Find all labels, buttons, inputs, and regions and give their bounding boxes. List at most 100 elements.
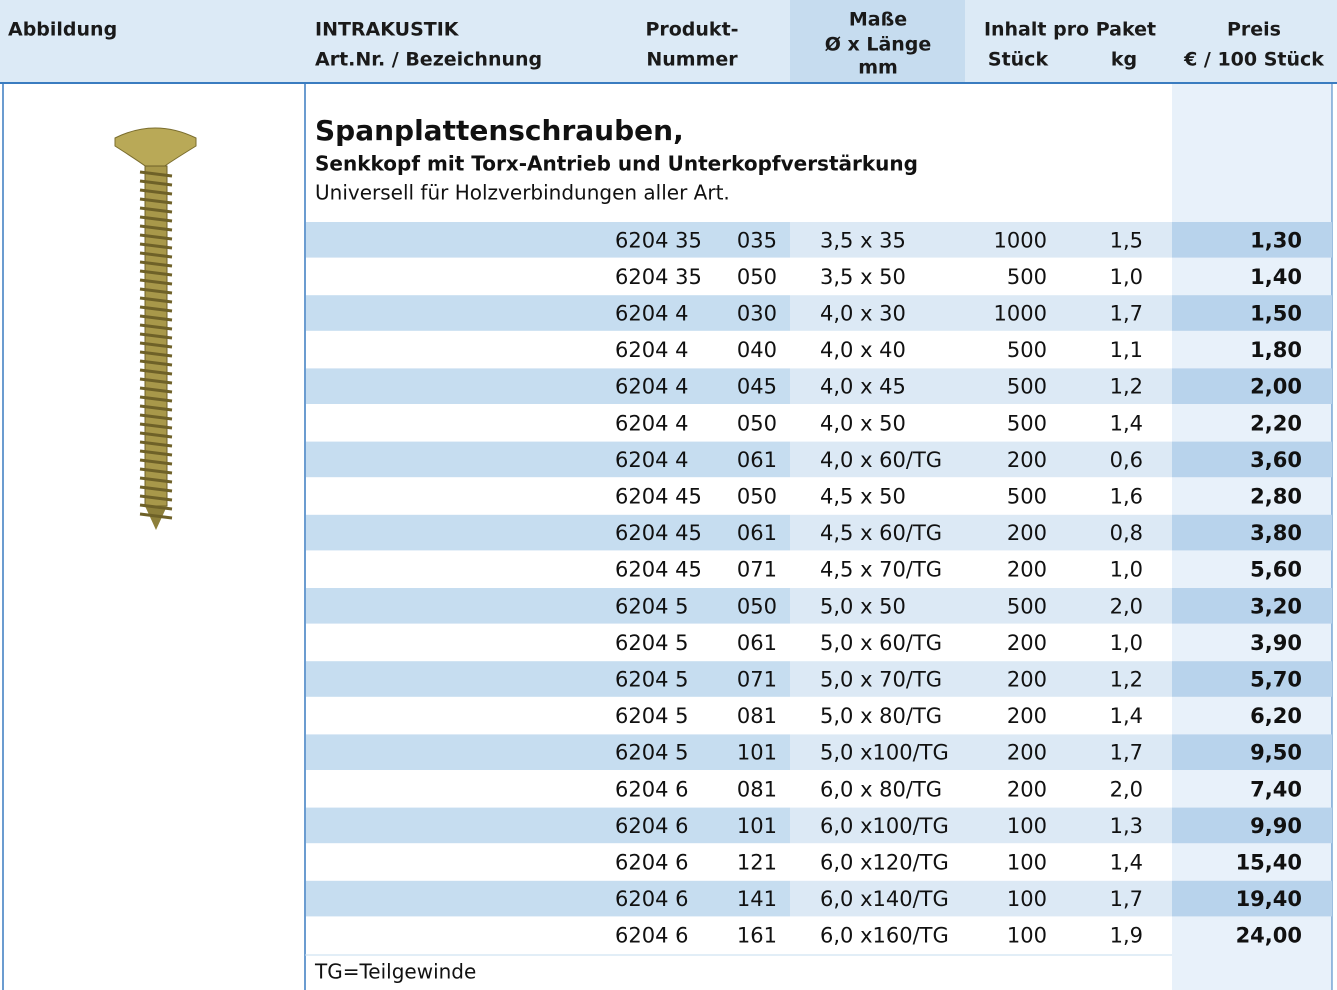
product-number: 6204 4	[615, 338, 688, 362]
dimensions: 4,0 x 45	[820, 375, 906, 399]
dimensions: 4,5 x 70/TG	[820, 558, 942, 582]
product-number: 6204 35	[615, 265, 702, 289]
product-number: 6204 6	[615, 851, 688, 875]
price: 2,00	[1250, 375, 1302, 399]
dimensions: 6,0 x 80/TG	[820, 777, 942, 801]
pieces: 1000	[994, 228, 1047, 252]
product-code: 050	[737, 485, 777, 509]
header-label: Inhalt pro Paket	[984, 19, 1156, 41]
pieces: 200	[1007, 777, 1047, 801]
dimensions: 5,0 x 80/TG	[820, 704, 942, 728]
price: 7,40	[1250, 777, 1302, 801]
price: 15,40	[1236, 851, 1302, 875]
product-number: 6204 5	[615, 668, 688, 692]
section-subtitle: Senkkopf mit Torx-Antrieb und Unterkopfv…	[315, 152, 918, 176]
section-description: Universell für Holzverbindungen aller Ar…	[315, 181, 730, 205]
header-label: kg	[1111, 49, 1137, 71]
weight: 1,0	[1110, 265, 1143, 289]
product-number: 6204 5	[615, 594, 688, 618]
pieces: 500	[1007, 265, 1047, 289]
pieces: 200	[1007, 521, 1047, 545]
row-bg	[306, 442, 790, 478]
dimensions: 4,0 x 60/TG	[820, 448, 942, 472]
weight: 0,8	[1110, 521, 1143, 545]
product-code: 081	[737, 704, 777, 728]
header-label: INTRAKUSTIK	[315, 19, 460, 41]
weight: 1,2	[1110, 375, 1143, 399]
product-table: Abbildung INTRAKUSTIK Art.Nr. / Bezeichn…	[0, 0, 1337, 990]
product-code: 050	[737, 594, 777, 618]
weight: 1,9	[1110, 924, 1143, 948]
price: 9,90	[1250, 814, 1302, 838]
dimensions: 6,0 x160/TG	[820, 924, 949, 948]
row-bg	[306, 661, 790, 697]
price: 5,70	[1250, 668, 1302, 692]
row-bg	[306, 881, 790, 917]
pieces: 500	[1007, 411, 1047, 435]
product-number: 6204 45	[615, 485, 702, 509]
row-bg	[306, 515, 790, 551]
row-bg	[306, 734, 790, 770]
header-label: Art.Nr. / Bezeichnung	[315, 49, 542, 71]
dimensions: 5,0 x 70/TG	[820, 668, 942, 692]
dimensions: 4,0 x 30	[820, 302, 906, 326]
pieces: 200	[1007, 704, 1047, 728]
product-code: 045	[737, 375, 777, 399]
pieces: 200	[1007, 668, 1047, 692]
header-label: Produkt-	[645, 19, 738, 41]
price: 1,80	[1250, 338, 1302, 362]
price: 3,90	[1250, 631, 1302, 655]
weight: 1,6	[1110, 485, 1143, 509]
weight: 1,5	[1110, 228, 1143, 252]
dimensions: 5,0 x 60/TG	[820, 631, 942, 655]
row-bg	[306, 808, 790, 844]
header-label: € / 100 Stück	[1183, 49, 1324, 71]
dimensions: 4,5 x 60/TG	[820, 521, 942, 545]
product-number: 6204 45	[615, 521, 702, 545]
pieces: 100	[1007, 924, 1047, 948]
product-number: 6204 35	[615, 228, 702, 252]
product-number: 6204 6	[615, 777, 688, 801]
weight: 1,1	[1110, 338, 1143, 362]
price: 24,00	[1236, 924, 1302, 948]
product-code: 081	[737, 777, 777, 801]
pieces: 100	[1007, 851, 1047, 875]
weight: 1,0	[1110, 558, 1143, 582]
product-number: 6204 6	[615, 924, 688, 948]
header-label: Preis	[1227, 19, 1281, 41]
product-code: 061	[737, 448, 777, 472]
price: 1,30	[1250, 228, 1302, 252]
dimensions: 6,0 x140/TG	[820, 887, 949, 911]
product-number: 6204 4	[615, 411, 688, 435]
weight: 1,4	[1110, 704, 1143, 728]
dimensions: 3,5 x 35	[820, 228, 906, 252]
row-bg	[306, 588, 790, 624]
product-number: 6204 45	[615, 558, 702, 582]
product-code: 071	[737, 558, 777, 582]
row-bg	[306, 222, 790, 258]
product-number: 6204 4	[615, 375, 688, 399]
product-code: 121	[737, 851, 777, 875]
page: Abbildung INTRAKUSTIK Art.Nr. / Bezeichn…	[0, 0, 1337, 990]
pieces: 200	[1007, 448, 1047, 472]
product-code: 071	[737, 668, 777, 692]
header-label: Abbildung	[8, 19, 117, 41]
product-number: 6204 4	[615, 302, 688, 326]
dimensions: 4,0 x 40	[820, 338, 906, 362]
price: 3,20	[1250, 594, 1302, 618]
product-code: 040	[737, 338, 777, 362]
weight: 1,0	[1110, 631, 1143, 655]
price: 19,40	[1236, 887, 1302, 911]
pieces: 100	[1007, 814, 1047, 838]
weight: 2,0	[1110, 777, 1143, 801]
product-code: 061	[737, 521, 777, 545]
weight: 1,7	[1110, 302, 1143, 326]
dimensions: 6,0 x100/TG	[820, 814, 949, 838]
product-code: 161	[737, 924, 777, 948]
weight: 0,6	[1110, 448, 1143, 472]
weight: 1,7	[1110, 741, 1143, 765]
product-code: 101	[737, 741, 777, 765]
pieces: 500	[1007, 485, 1047, 509]
row-bg	[306, 368, 790, 404]
dimensions: 6,0 x120/TG	[820, 851, 949, 875]
